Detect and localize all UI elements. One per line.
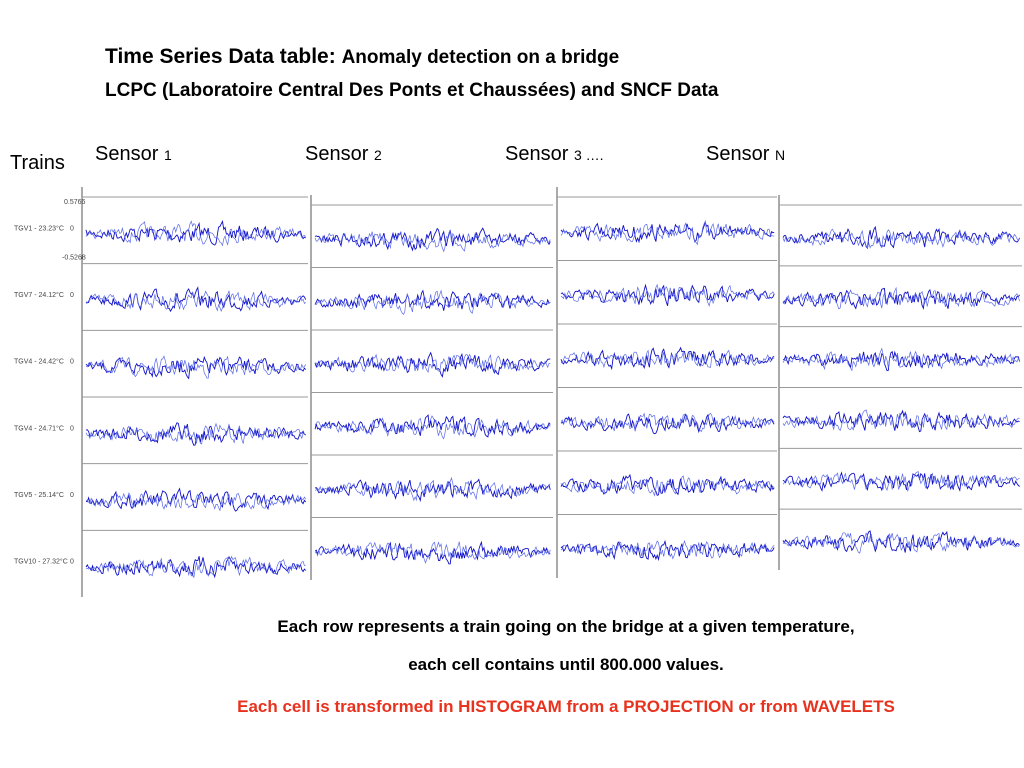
waveform bbox=[782, 532, 1020, 554]
axis-bottom: -0.5268 bbox=[62, 255, 86, 262]
train-label: TGV7 - 24.12°C bbox=[14, 291, 64, 299]
axis-zero: 0 bbox=[70, 292, 74, 299]
waveform bbox=[560, 475, 775, 497]
axis-zero: 0 bbox=[70, 425, 74, 432]
footer-line: Each row represents a train going on the… bbox=[277, 617, 855, 636]
waveform bbox=[85, 219, 306, 246]
waveform bbox=[782, 471, 1020, 492]
waveform bbox=[560, 539, 775, 562]
waveform bbox=[314, 414, 551, 438]
waveform bbox=[85, 422, 306, 445]
waveform bbox=[560, 221, 775, 244]
waveform bbox=[85, 487, 307, 512]
waveform bbox=[85, 555, 306, 579]
train-label: TGV4 - 24.71°C bbox=[14, 424, 64, 432]
waveform bbox=[314, 229, 551, 253]
waveform bbox=[314, 351, 551, 378]
sensor-header: Sensor 1 bbox=[95, 143, 172, 166]
waveform bbox=[560, 283, 775, 306]
waveform bbox=[782, 228, 1020, 249]
sensor-index: 3 …. bbox=[573, 147, 604, 163]
waveform bbox=[85, 492, 307, 512]
waveform bbox=[782, 471, 1020, 493]
waveform bbox=[560, 539, 775, 560]
sensor-index: 2 bbox=[373, 147, 382, 163]
waveform bbox=[560, 412, 775, 433]
waveform bbox=[85, 422, 306, 446]
waveform bbox=[560, 219, 775, 246]
axis-zero: 0 bbox=[70, 492, 74, 499]
waveform bbox=[782, 286, 1020, 310]
waveform bbox=[85, 355, 306, 379]
waveform bbox=[314, 476, 551, 502]
rows-title: Trains bbox=[10, 152, 65, 174]
footer-line: each cell contains until 800.000 values. bbox=[408, 655, 724, 674]
axis-zero: 0 bbox=[70, 559, 74, 566]
sensor-name: Sensor bbox=[305, 143, 369, 165]
footer-line: Each cell is transformed in HISTOGRAM fr… bbox=[237, 697, 895, 716]
sensor-header: Sensor 2 bbox=[305, 143, 382, 166]
title: Time Series Data table: bbox=[105, 45, 336, 68]
train-label: TGV1 - 23.23°C bbox=[14, 224, 64, 232]
waveform bbox=[560, 349, 775, 369]
waveform bbox=[315, 353, 551, 374]
waveform bbox=[314, 540, 551, 565]
waveform bbox=[85, 220, 306, 247]
sensor-name: Sensor bbox=[505, 143, 569, 165]
axis-zero: 0 bbox=[70, 359, 74, 366]
train-label: TGV4 - 24.42°C bbox=[14, 358, 64, 366]
waveform bbox=[85, 290, 306, 312]
waveform bbox=[314, 289, 551, 315]
sensor-name: Sensor bbox=[95, 143, 159, 165]
waveform bbox=[782, 409, 1020, 433]
waveform bbox=[782, 350, 1021, 372]
waveform bbox=[560, 473, 775, 496]
sensor-index: 1 bbox=[163, 147, 172, 163]
sensor-header: Sensor N bbox=[706, 143, 785, 166]
sensor-name: Sensor bbox=[706, 143, 770, 165]
waveform bbox=[85, 355, 307, 380]
train-label: TGV10 - 27.32°C bbox=[14, 558, 68, 566]
title-line: Time Series Data table: Anomaly detectio… bbox=[105, 45, 619, 69]
waveform bbox=[782, 409, 1020, 432]
subtitle-line: LCPC (Laboratoire Central Des Ponts et C… bbox=[105, 80, 719, 101]
waveform bbox=[314, 415, 551, 440]
waveform bbox=[560, 346, 775, 371]
waveform bbox=[560, 283, 775, 307]
axis-zero: 0 bbox=[70, 225, 74, 232]
waveform bbox=[782, 347, 1020, 372]
sensor-header: Sensor 3 …. bbox=[505, 143, 604, 166]
sensor-index: N bbox=[774, 147, 786, 163]
waveform bbox=[782, 287, 1020, 310]
axis-top: 0.5766 bbox=[64, 199, 86, 206]
train-label: TGV5 - 25.14°C bbox=[14, 491, 64, 499]
waveform bbox=[85, 286, 307, 313]
waveform bbox=[314, 478, 551, 503]
waveform bbox=[782, 225, 1021, 250]
waveform bbox=[782, 530, 1020, 553]
waveform bbox=[314, 541, 551, 564]
subtitle: Anomaly detection on a bridge bbox=[341, 47, 620, 68]
